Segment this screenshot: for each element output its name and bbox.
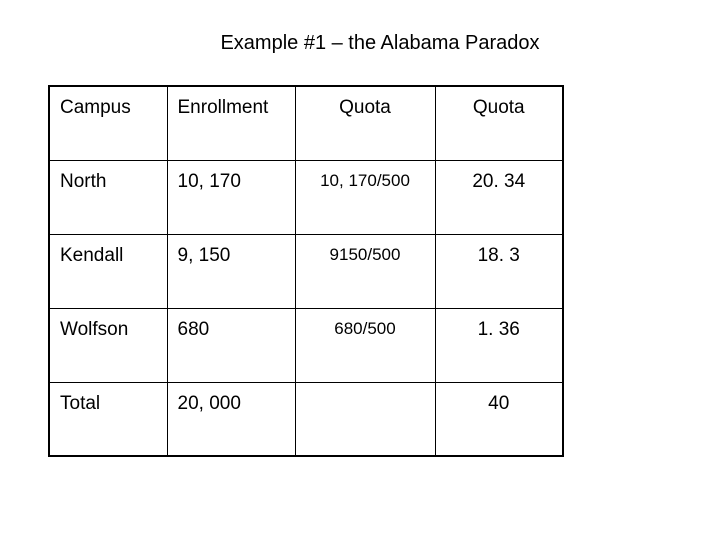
- table-container: Campus Enrollment Quota Quota North 10, …: [0, 85, 720, 457]
- cell-quota-val: 40: [435, 382, 563, 456]
- cell-enrollment: 20, 000: [167, 382, 295, 456]
- col-header-quota2: Quota: [435, 86, 563, 160]
- cell-campus: Wolfson: [49, 308, 167, 382]
- cell-quota-val: 18. 3: [435, 234, 563, 308]
- cell-quota-frac: [295, 382, 435, 456]
- page-title: Example #1 – the Alabama Paradox: [0, 0, 720, 85]
- table-row: North 10, 170 10, 170/500 20. 34: [49, 160, 563, 234]
- paradox-table: Campus Enrollment Quota Quota North 10, …: [48, 85, 564, 457]
- cell-quota-frac: 680/500: [295, 308, 435, 382]
- table-header-row: Campus Enrollment Quota Quota: [49, 86, 563, 160]
- cell-quota-val: 20. 34: [435, 160, 563, 234]
- table-row: Wolfson 680 680/500 1. 36: [49, 308, 563, 382]
- cell-quota-frac: 9150/500: [295, 234, 435, 308]
- cell-campus: Total: [49, 382, 167, 456]
- cell-enrollment: 10, 170: [167, 160, 295, 234]
- cell-enrollment: 680: [167, 308, 295, 382]
- cell-quota-frac: 10, 170/500: [295, 160, 435, 234]
- col-header-quota1: Quota: [295, 86, 435, 160]
- cell-campus: Kendall: [49, 234, 167, 308]
- table-row: Total 20, 000 40: [49, 382, 563, 456]
- cell-campus: North: [49, 160, 167, 234]
- col-header-enrollment: Enrollment: [167, 86, 295, 160]
- cell-quota-val: 1. 36: [435, 308, 563, 382]
- col-header-campus: Campus: [49, 86, 167, 160]
- table-row: Kendall 9, 150 9150/500 18. 3: [49, 234, 563, 308]
- cell-enrollment: 9, 150: [167, 234, 295, 308]
